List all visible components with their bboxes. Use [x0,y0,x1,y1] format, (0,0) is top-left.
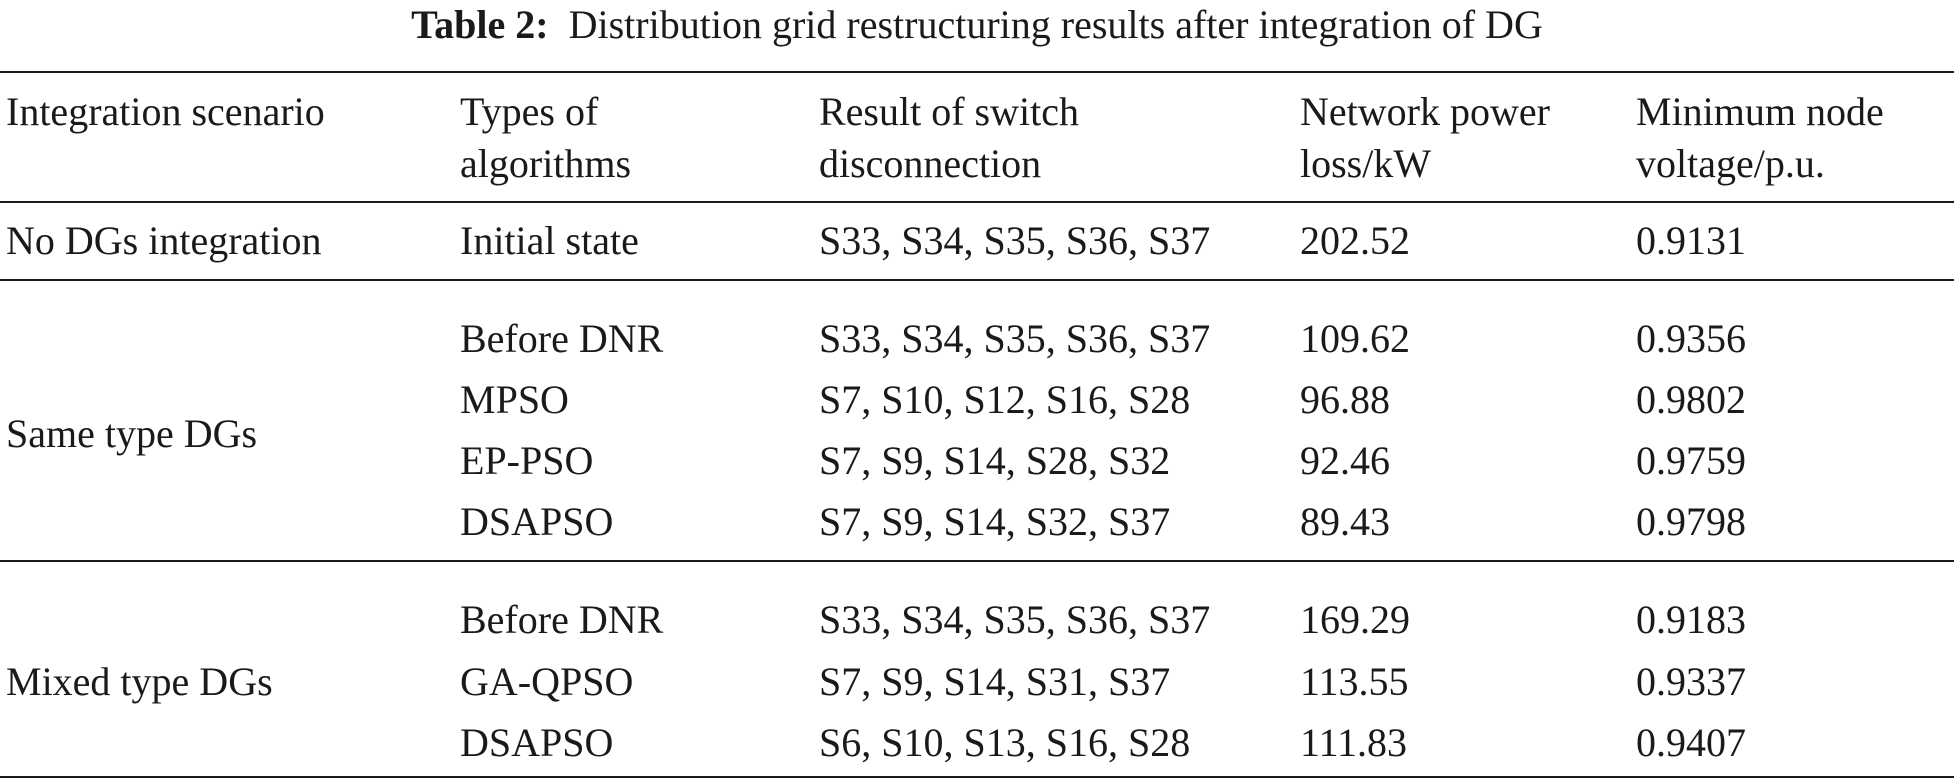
scenario-same-type: Same type DGs [6,411,258,456]
table-row-loss: 89.43 [1300,499,1390,544]
header-algorithm-line2: algorithms [460,141,632,186]
table-caption: Table 2: Distribution grid restructuring… [0,2,1954,48]
scenario-mixed-type: Mixed type DGs [6,659,273,704]
header-loss-line2: loss/kW [1300,141,1432,186]
table-row-voltage: 0.9798 [1636,499,1746,544]
bottom-rule [0,776,1954,778]
table-row-loss: 92.46 [1300,438,1390,483]
table-row-switches: S33, S34, S35, S36, S37 [819,218,1211,263]
header-loss: Network power loss/kW [1300,86,1550,190]
header-scenario: Integration scenario [6,86,325,138]
table-row-voltage: 0.9802 [1636,377,1746,422]
table-row-voltage: 0.9131 [1636,218,1746,263]
table-row-loss: 169.29 [1300,597,1410,642]
table-row-loss: 111.83 [1300,720,1408,765]
scenario-no-dgs: No DGs integration [6,218,322,263]
table-row-algorithm: DSAPSO [460,720,614,765]
table-row-voltage: 0.9407 [1636,720,1746,765]
header-algorithm-line1: Types of [460,89,599,134]
header-voltage: Minimum node voltage/p.u. [1636,86,1884,190]
header-algorithm: Types of algorithms [460,86,631,190]
header-switches-line2: disconnection [819,141,1042,186]
table-label: Table 2: [411,2,549,47]
table-row-algorithm: Before DNR [460,597,664,642]
table-row-switches: S6, S10, S13, S16, S28 [819,720,1191,765]
table-row-voltage: 0.9356 [1636,316,1746,361]
table-row-switches: S7, S9, S14, S31, S37 [819,659,1171,704]
table-title: Distribution grid restructuring results … [568,2,1543,47]
table-row-algorithm: GA-QPSO [460,659,634,704]
header-voltage-line1: Minimum node [1636,89,1884,134]
table-row-voltage: 0.9183 [1636,597,1746,642]
header-rule [0,201,1954,203]
header-voltage-line2: voltage/p.u. [1636,141,1825,186]
table-row-loss: 109.62 [1300,316,1410,361]
table-row-algorithm: EP-PSO [460,438,594,483]
table-row-algorithm: DSAPSO [460,499,614,544]
header-switches-line1: Result of switch [819,89,1079,134]
table-row-switches: S33, S34, S35, S36, S37 [819,597,1211,642]
table-row-algorithm: Before DNR [460,316,664,361]
table-row-algorithm: MPSO [460,377,569,422]
table-row-switches: S7, S9, S14, S32, S37 [819,499,1171,544]
table-row-voltage: 0.9337 [1636,659,1746,704]
header-scenario-line1: Integration scenario [6,89,325,134]
header-loss-line1: Network power [1300,89,1550,134]
group-rule-2 [0,560,1954,562]
table-row-switches: S33, S34, S35, S36, S37 [819,316,1211,361]
table-row-algorithm: Initial state [460,218,639,263]
top-rule [0,71,1954,73]
header-switches: Result of switch disconnection [819,86,1079,190]
table-row-loss: 202.52 [1300,218,1410,263]
table-row-loss: 113.55 [1300,659,1409,704]
table-row-voltage: 0.9759 [1636,438,1746,483]
table-row-switches: S7, S10, S12, S16, S28 [819,377,1191,422]
group-rule-1 [0,279,1954,281]
table-row-loss: 96.88 [1300,377,1390,422]
table-row-switches: S7, S9, S14, S28, S32 [819,438,1171,483]
